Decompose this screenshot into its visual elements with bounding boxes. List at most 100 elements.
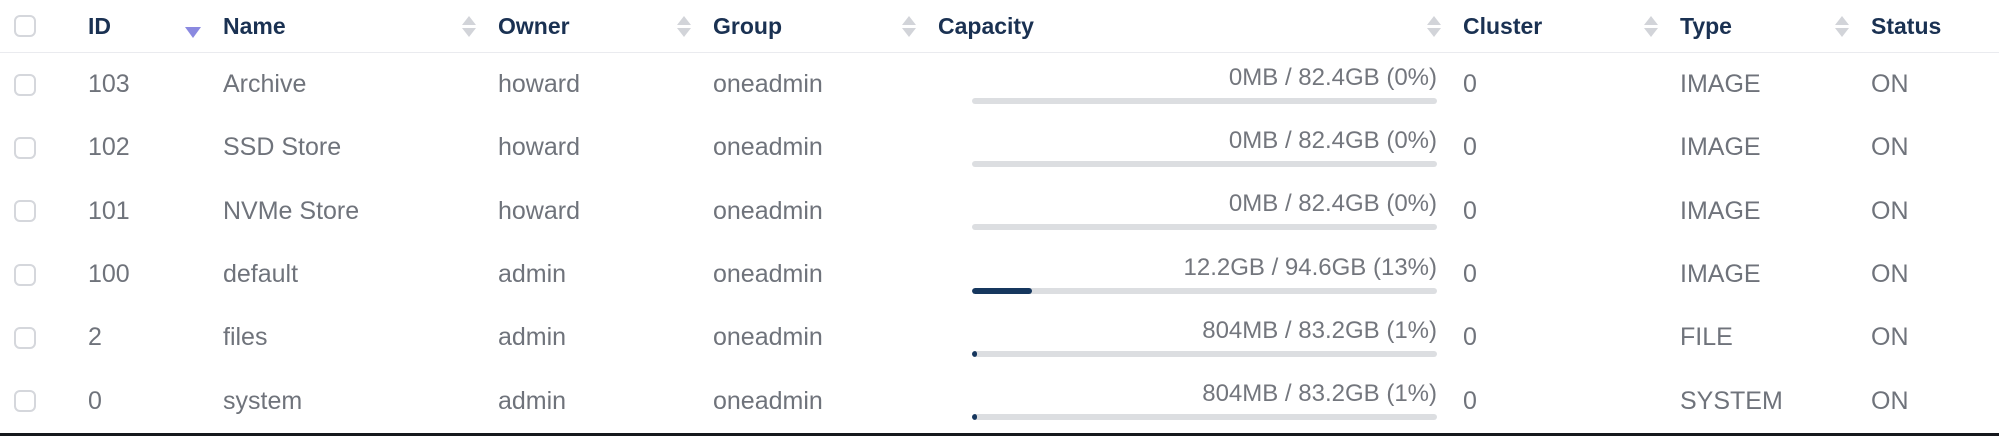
capacity-progressbar	[972, 414, 1437, 421]
table-row[interactable]: 100 default admin oneadmin 12.2GB / 94.6…	[0, 243, 1999, 306]
cell-capacity: 0MB / 82.4GB (0%)	[925, 116, 1450, 179]
capacity-progressbar	[972, 287, 1437, 294]
sort-toggle-icon[interactable]	[1835, 15, 1849, 37]
cell-type: IMAGE	[1680, 70, 1761, 99]
cell-group: oneadmin	[713, 386, 823, 415]
cell-capacity: 0MB / 82.4GB (0%)	[925, 53, 1450, 116]
checkbox-cell	[0, 243, 75, 306]
cell-capacity: 12.2GB / 94.6GB (13%)	[925, 243, 1450, 306]
column-header-owner[interactable]: Owner	[485, 0, 700, 52]
cell-name: default	[223, 260, 299, 289]
checkbox-cell	[0, 180, 75, 243]
column-header-status[interactable]: Status	[1858, 0, 1999, 52]
select-all-checkbox[interactable]	[14, 15, 36, 37]
cell-name: NVMe Store	[223, 196, 360, 225]
cell-capacity: 0MB / 82.4GB (0%)	[925, 180, 1450, 243]
capacity-text: 804MB / 83.2GB (1%)	[1202, 380, 1437, 408]
cell-cluster: 0	[1463, 70, 1477, 99]
cell-group: oneadmin	[713, 260, 823, 289]
row-checkbox[interactable]	[14, 200, 36, 223]
cell-capacity: 804MB / 83.2GB (1%)	[925, 306, 1450, 369]
cell-status: ON	[1871, 260, 1909, 289]
table-row[interactable]: 102 SSD Store howard oneadmin 0MB / 82.4…	[0, 116, 1999, 179]
column-label-group: Group	[713, 12, 782, 39]
table-row[interactable]: 103 Archive howard oneadmin 0MB / 82.4GB…	[0, 53, 1999, 116]
capacity-text: 804MB / 83.2GB (1%)	[1202, 316, 1437, 344]
cell-type: IMAGE	[1680, 196, 1761, 225]
cell-group: oneadmin	[713, 133, 823, 162]
checkbox-cell	[0, 116, 75, 179]
sort-descending-icon[interactable]	[185, 26, 201, 38]
cell-name: system	[223, 386, 303, 415]
cell-owner: admin	[498, 386, 567, 415]
checkbox-cell	[0, 53, 75, 116]
cell-capacity: 804MB / 83.2GB (1%)	[925, 369, 1450, 432]
checkbox-cell	[0, 306, 75, 369]
sort-toggle-icon[interactable]	[1644, 15, 1658, 37]
cell-owner: admin	[498, 260, 567, 289]
cell-id: 101	[88, 196, 130, 225]
cell-cluster: 0	[1463, 196, 1477, 225]
table-header-row: ID Name Owner Group Capacity Cluster Typ…	[0, 0, 1999, 53]
cell-id: 103	[88, 70, 130, 99]
column-label-name: Name	[223, 12, 286, 39]
capacity-progressbar	[972, 97, 1437, 104]
cell-owner: howard	[498, 133, 580, 162]
table-row[interactable]: 0 system admin oneadmin 804MB / 83.2GB (…	[0, 369, 1999, 432]
capacity-progressbar	[972, 160, 1437, 167]
cell-id: 100	[88, 260, 130, 289]
cell-status: ON	[1871, 70, 1909, 99]
checkbox-cell	[0, 369, 75, 432]
cell-owner: howard	[498, 70, 580, 99]
capacity-text: 0MB / 82.4GB (0%)	[1228, 190, 1437, 218]
cell-status: ON	[1871, 133, 1909, 162]
column-label-capacity: Capacity	[938, 12, 1034, 39]
column-header-type[interactable]: Type	[1667, 0, 1858, 52]
column-label-type: Type	[1680, 12, 1732, 39]
table-row[interactable]: 2 files admin oneadmin 804MB / 83.2GB (1…	[0, 306, 1999, 369]
cell-cluster: 0	[1463, 260, 1477, 289]
cell-group: oneadmin	[713, 70, 823, 99]
row-checkbox[interactable]	[14, 390, 36, 413]
column-header-capacity[interactable]: Capacity	[925, 0, 1450, 52]
cell-cluster: 0	[1463, 386, 1477, 415]
cell-owner: admin	[498, 323, 567, 352]
column-label-owner: Owner	[498, 12, 570, 39]
sort-toggle-icon[interactable]	[677, 15, 691, 37]
column-header-group[interactable]: Group	[700, 0, 925, 52]
capacity-text: 0MB / 82.4GB (0%)	[1228, 63, 1437, 91]
cell-name: Archive	[223, 70, 307, 99]
capacity-progressbar	[972, 224, 1437, 231]
row-checkbox[interactable]	[14, 73, 36, 96]
capacity-text: 0MB / 82.4GB (0%)	[1228, 126, 1437, 154]
sort-toggle-icon[interactable]	[902, 15, 916, 37]
column-header-cluster[interactable]: Cluster	[1450, 0, 1667, 52]
cell-status: ON	[1871, 196, 1909, 225]
cell-type: IMAGE	[1680, 260, 1761, 289]
row-checkbox[interactable]	[14, 326, 36, 349]
column-header-id[interactable]: ID	[75, 0, 210, 52]
column-label-id: ID	[88, 12, 111, 39]
cell-id: 2	[88, 323, 102, 352]
sort-toggle-icon[interactable]	[462, 15, 476, 37]
cell-cluster: 0	[1463, 133, 1477, 162]
column-label-status: Status	[1871, 12, 1942, 39]
cell-group: oneadmin	[713, 196, 823, 225]
sort-toggle-icon[interactable]	[1427, 15, 1441, 37]
cell-id: 102	[88, 133, 130, 162]
cell-status: ON	[1871, 386, 1909, 415]
cell-name: SSD Store	[223, 133, 342, 162]
capacity-progressbar	[972, 350, 1437, 357]
row-checkbox[interactable]	[14, 136, 36, 159]
cell-group: oneadmin	[713, 323, 823, 352]
capacity-text: 12.2GB / 94.6GB (13%)	[1183, 253, 1437, 281]
row-checkbox[interactable]	[14, 263, 36, 286]
cell-id: 0	[88, 386, 102, 415]
table-row[interactable]: 101 NVMe Store howard oneadmin 0MB / 82.…	[0, 180, 1999, 243]
cell-type: SYSTEM	[1680, 386, 1783, 415]
column-header-name[interactable]: Name	[210, 0, 485, 52]
cell-status: ON	[1871, 323, 1909, 352]
header-checkbox-cell	[0, 0, 75, 52]
cell-name: files	[223, 323, 268, 352]
